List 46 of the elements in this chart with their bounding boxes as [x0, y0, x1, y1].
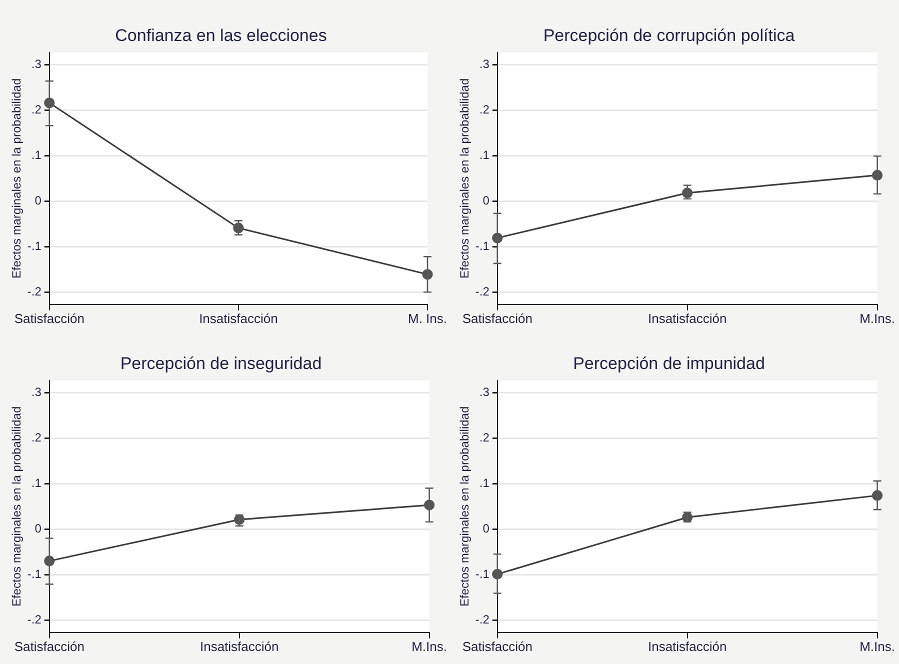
y-tick-label: -.1: [475, 566, 490, 581]
y-tick-label: .1: [31, 476, 42, 490]
x-tick-label: Satisfacción: [462, 310, 532, 326]
chart-title: Percepción de impunidad: [573, 354, 765, 373]
x-tick-label: Satisfacción: [14, 310, 84, 326]
y-tick-label: .3: [479, 56, 490, 71]
point: [422, 269, 433, 280]
y-tick-label: 0: [34, 193, 42, 208]
y-tick-label: .1: [479, 476, 490, 490]
y-axis-title: Efectos marginales en la probabilidad: [458, 406, 472, 606]
point: [492, 568, 503, 580]
x-tick-label: Insatisfacción: [648, 638, 727, 654]
x-tick-label: M.Ins.: [860, 638, 896, 654]
y-axis-title: Efectos marginales en la probabilidad: [458, 78, 472, 278]
y-tick-label: .2: [479, 102, 490, 116]
x-tick-label: Satisfacción: [462, 638, 532, 654]
chart-title: Confianza en las elecciones: [115, 26, 327, 45]
y-tick-label: .2: [31, 430, 42, 444]
x-tick-label: M. Ins.: [408, 310, 448, 326]
y-tick-label: -.1: [27, 238, 42, 253]
chart-title: Percepción de corrupción política: [543, 26, 796, 45]
y-tick-label: -.2: [27, 612, 42, 626]
y-tick-label: -.1: [475, 238, 490, 253]
y-tick-label: 0: [482, 193, 490, 208]
y-tick-label: .2: [31, 102, 42, 116]
chart-title: Percepción de inseguridad: [120, 354, 322, 373]
x-tick-label: Insatisfacción: [648, 310, 727, 326]
y-tick-label: .3: [31, 56, 42, 71]
x-tick-label: M.Ins.: [412, 638, 448, 654]
y-tick-label: -.2: [475, 284, 490, 298]
x-tick-label: Satisfacción: [14, 638, 84, 654]
y-tick-label: .1: [479, 148, 490, 162]
x-tick-label: Insatisfacción: [199, 310, 278, 326]
y-axis-title: Efectos marginales en la probabilidad: [10, 406, 24, 606]
y-tick-label: -.2: [27, 284, 42, 298]
y-tick-label: .1: [31, 148, 42, 162]
x-tick-label: Insatisfacción: [200, 638, 279, 654]
y-tick-label: -.1: [27, 566, 42, 581]
y-tick-label: 0: [482, 521, 490, 536]
y-tick-label: .2: [479, 430, 490, 444]
y-tick-label: .3: [31, 384, 42, 399]
y-tick-label: .3: [479, 384, 490, 399]
y-tick-label: 0: [34, 521, 42, 536]
y-tick-label: -.2: [475, 612, 490, 626]
x-tick-label: M.Ins.: [860, 310, 896, 326]
y-axis-title: Efectos marginales en la probabilidad: [10, 78, 24, 278]
